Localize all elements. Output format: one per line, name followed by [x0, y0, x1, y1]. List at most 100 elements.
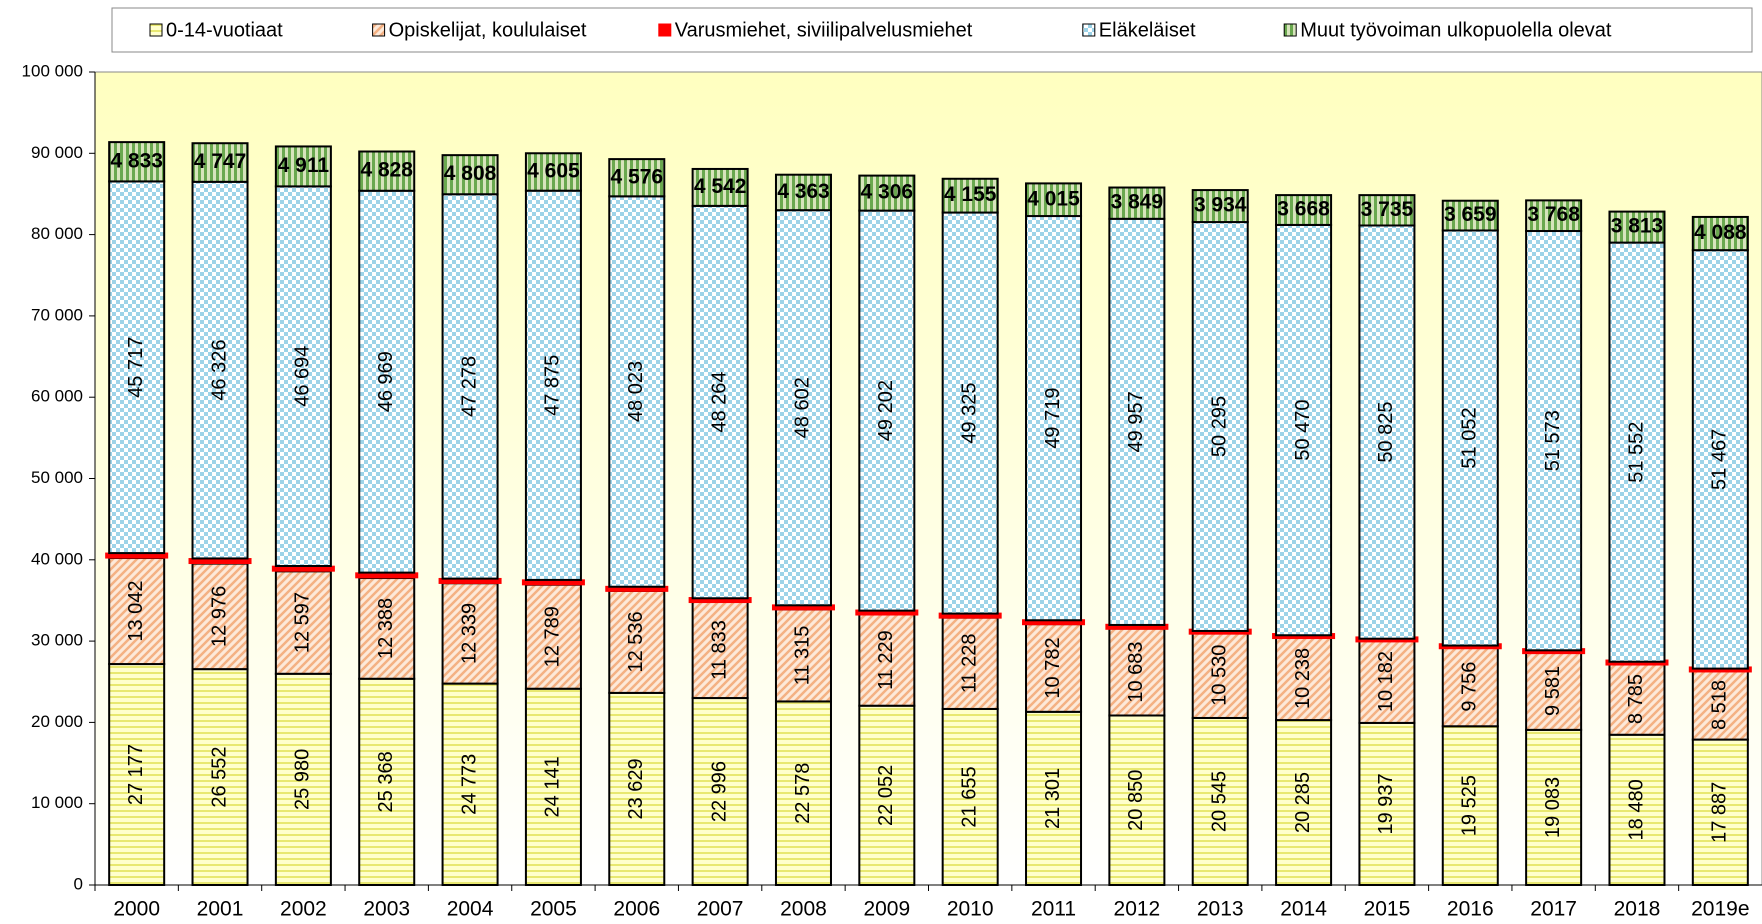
value-label: 8 785 — [1625, 674, 1647, 724]
bar-segment — [691, 204, 749, 600]
bar-segment — [1275, 635, 1333, 722]
bar-segment — [941, 707, 999, 886]
bar-segment — [608, 158, 666, 198]
value-label: 3 934 — [1194, 194, 1247, 217]
bar-segment — [1691, 669, 1749, 741]
value-label: 46 969 — [375, 351, 397, 412]
value-label: 48 023 — [625, 361, 647, 422]
bar-segment — [358, 677, 416, 887]
x-tick-label: 2006 — [613, 898, 660, 921]
x-tick-label: 2019e — [1691, 898, 1749, 921]
value-label: 4 088 — [1694, 221, 1747, 244]
y-tick-label: 50 000 — [31, 468, 83, 487]
bar-segment — [1691, 215, 1749, 252]
value-label: 48 264 — [708, 371, 730, 432]
y-tick-label: 70 000 — [31, 305, 83, 324]
bar-segment — [358, 150, 416, 192]
value-label: 24 141 — [542, 756, 564, 817]
value-label: 9 581 — [1542, 666, 1564, 716]
value-label: 4 808 — [444, 162, 497, 185]
value-label: 49 202 — [875, 380, 897, 441]
bar-segment — [271, 565, 335, 572]
value-label: 51 052 — [1459, 407, 1481, 468]
value-label: 4 542 — [694, 175, 747, 198]
legend-label: Opiskelijat, koululaiset — [389, 19, 587, 41]
y-tick-label: 30 000 — [31, 631, 83, 650]
value-label: 45 717 — [125, 337, 147, 398]
value-label: 46 326 — [208, 340, 230, 401]
x-tick-label: 2002 — [280, 898, 327, 921]
bar-segment — [108, 663, 166, 886]
legend-label: 0-14-vuotiaat — [166, 19, 283, 41]
value-label: 51 573 — [1542, 410, 1564, 471]
value-label: 21 655 — [958, 766, 980, 827]
x-tick-label: 2003 — [363, 898, 410, 921]
x-tick-label: 2007 — [697, 898, 744, 921]
bar-segment — [1441, 725, 1499, 887]
value-label: 10 238 — [1292, 648, 1314, 709]
value-label: 11 228 — [958, 633, 980, 693]
bar-segment — [1608, 662, 1666, 736]
value-label: 25 980 — [292, 749, 314, 810]
bar-segment — [608, 195, 666, 588]
value-label: 3 735 — [1361, 198, 1414, 221]
value-label: 10 683 — [1125, 641, 1147, 702]
value-label: 4 363 — [777, 180, 830, 203]
bar-segment — [108, 141, 166, 183]
value-label: 22 578 — [792, 763, 814, 824]
legend-label: Varusmiehet, siviilipalvelusmiehet — [675, 19, 973, 41]
bar-segment — [441, 154, 499, 196]
bar-segment — [608, 691, 666, 887]
x-tick-label: 2018 — [1614, 898, 1661, 921]
value-label: 4 306 — [861, 181, 914, 204]
value-label: 20 545 — [1209, 771, 1231, 832]
value-label: 22 996 — [708, 761, 730, 822]
bar-segment — [691, 167, 749, 207]
bar-segment — [1608, 210, 1666, 244]
value-label: 12 597 — [292, 592, 314, 653]
bar-segment — [771, 604, 835, 611]
value-label: 11 229 — [875, 630, 897, 690]
bar-segment — [1191, 189, 1249, 224]
legend-swatch — [1082, 23, 1096, 37]
y-tick-label: 20 000 — [31, 712, 83, 731]
value-label: 49 719 — [1042, 388, 1064, 449]
bar-segment — [1525, 728, 1583, 887]
value-label: 51 552 — [1625, 422, 1647, 483]
x-tick-label: 2016 — [1447, 898, 1494, 921]
bar-segment — [1441, 645, 1499, 728]
value-label: 3 813 — [1611, 215, 1664, 238]
bar-segment — [1525, 650, 1583, 731]
bar-segment — [191, 142, 249, 183]
plot-area — [94, 71, 1762, 886]
bar-segment — [1022, 619, 1086, 626]
bar-segment — [1358, 194, 1416, 227]
value-label: 4 576 — [610, 165, 663, 188]
value-label: 48 602 — [792, 377, 814, 438]
legend-swatch — [1283, 23, 1297, 37]
legend-swatch — [372, 23, 386, 37]
value-label: 4 747 — [194, 150, 247, 173]
bar-segment — [1025, 182, 1083, 218]
value-label: 10 530 — [1209, 645, 1231, 706]
x-tick-label: 2013 — [1197, 898, 1244, 921]
bar-segment — [938, 612, 1002, 619]
value-label: 12 339 — [458, 603, 480, 664]
x-tick-label: 2014 — [1280, 898, 1327, 921]
value-label: 25 368 — [375, 751, 397, 812]
value-label: 47 278 — [458, 356, 480, 417]
bar-segment — [605, 585, 669, 592]
x-tick-label: 2009 — [863, 898, 910, 921]
bar-segment — [1608, 733, 1666, 887]
y-tick-label: 90 000 — [31, 143, 83, 162]
value-label: 17 887 — [1709, 782, 1731, 843]
x-tick-label: 2005 — [530, 898, 577, 921]
value-label: 26 552 — [208, 746, 230, 807]
value-label: 11 833 — [708, 620, 730, 680]
bar-segment — [191, 668, 249, 887]
bar-segment — [274, 672, 332, 886]
x-tick-label: 2001 — [197, 898, 244, 921]
bar-segment — [1358, 224, 1416, 640]
